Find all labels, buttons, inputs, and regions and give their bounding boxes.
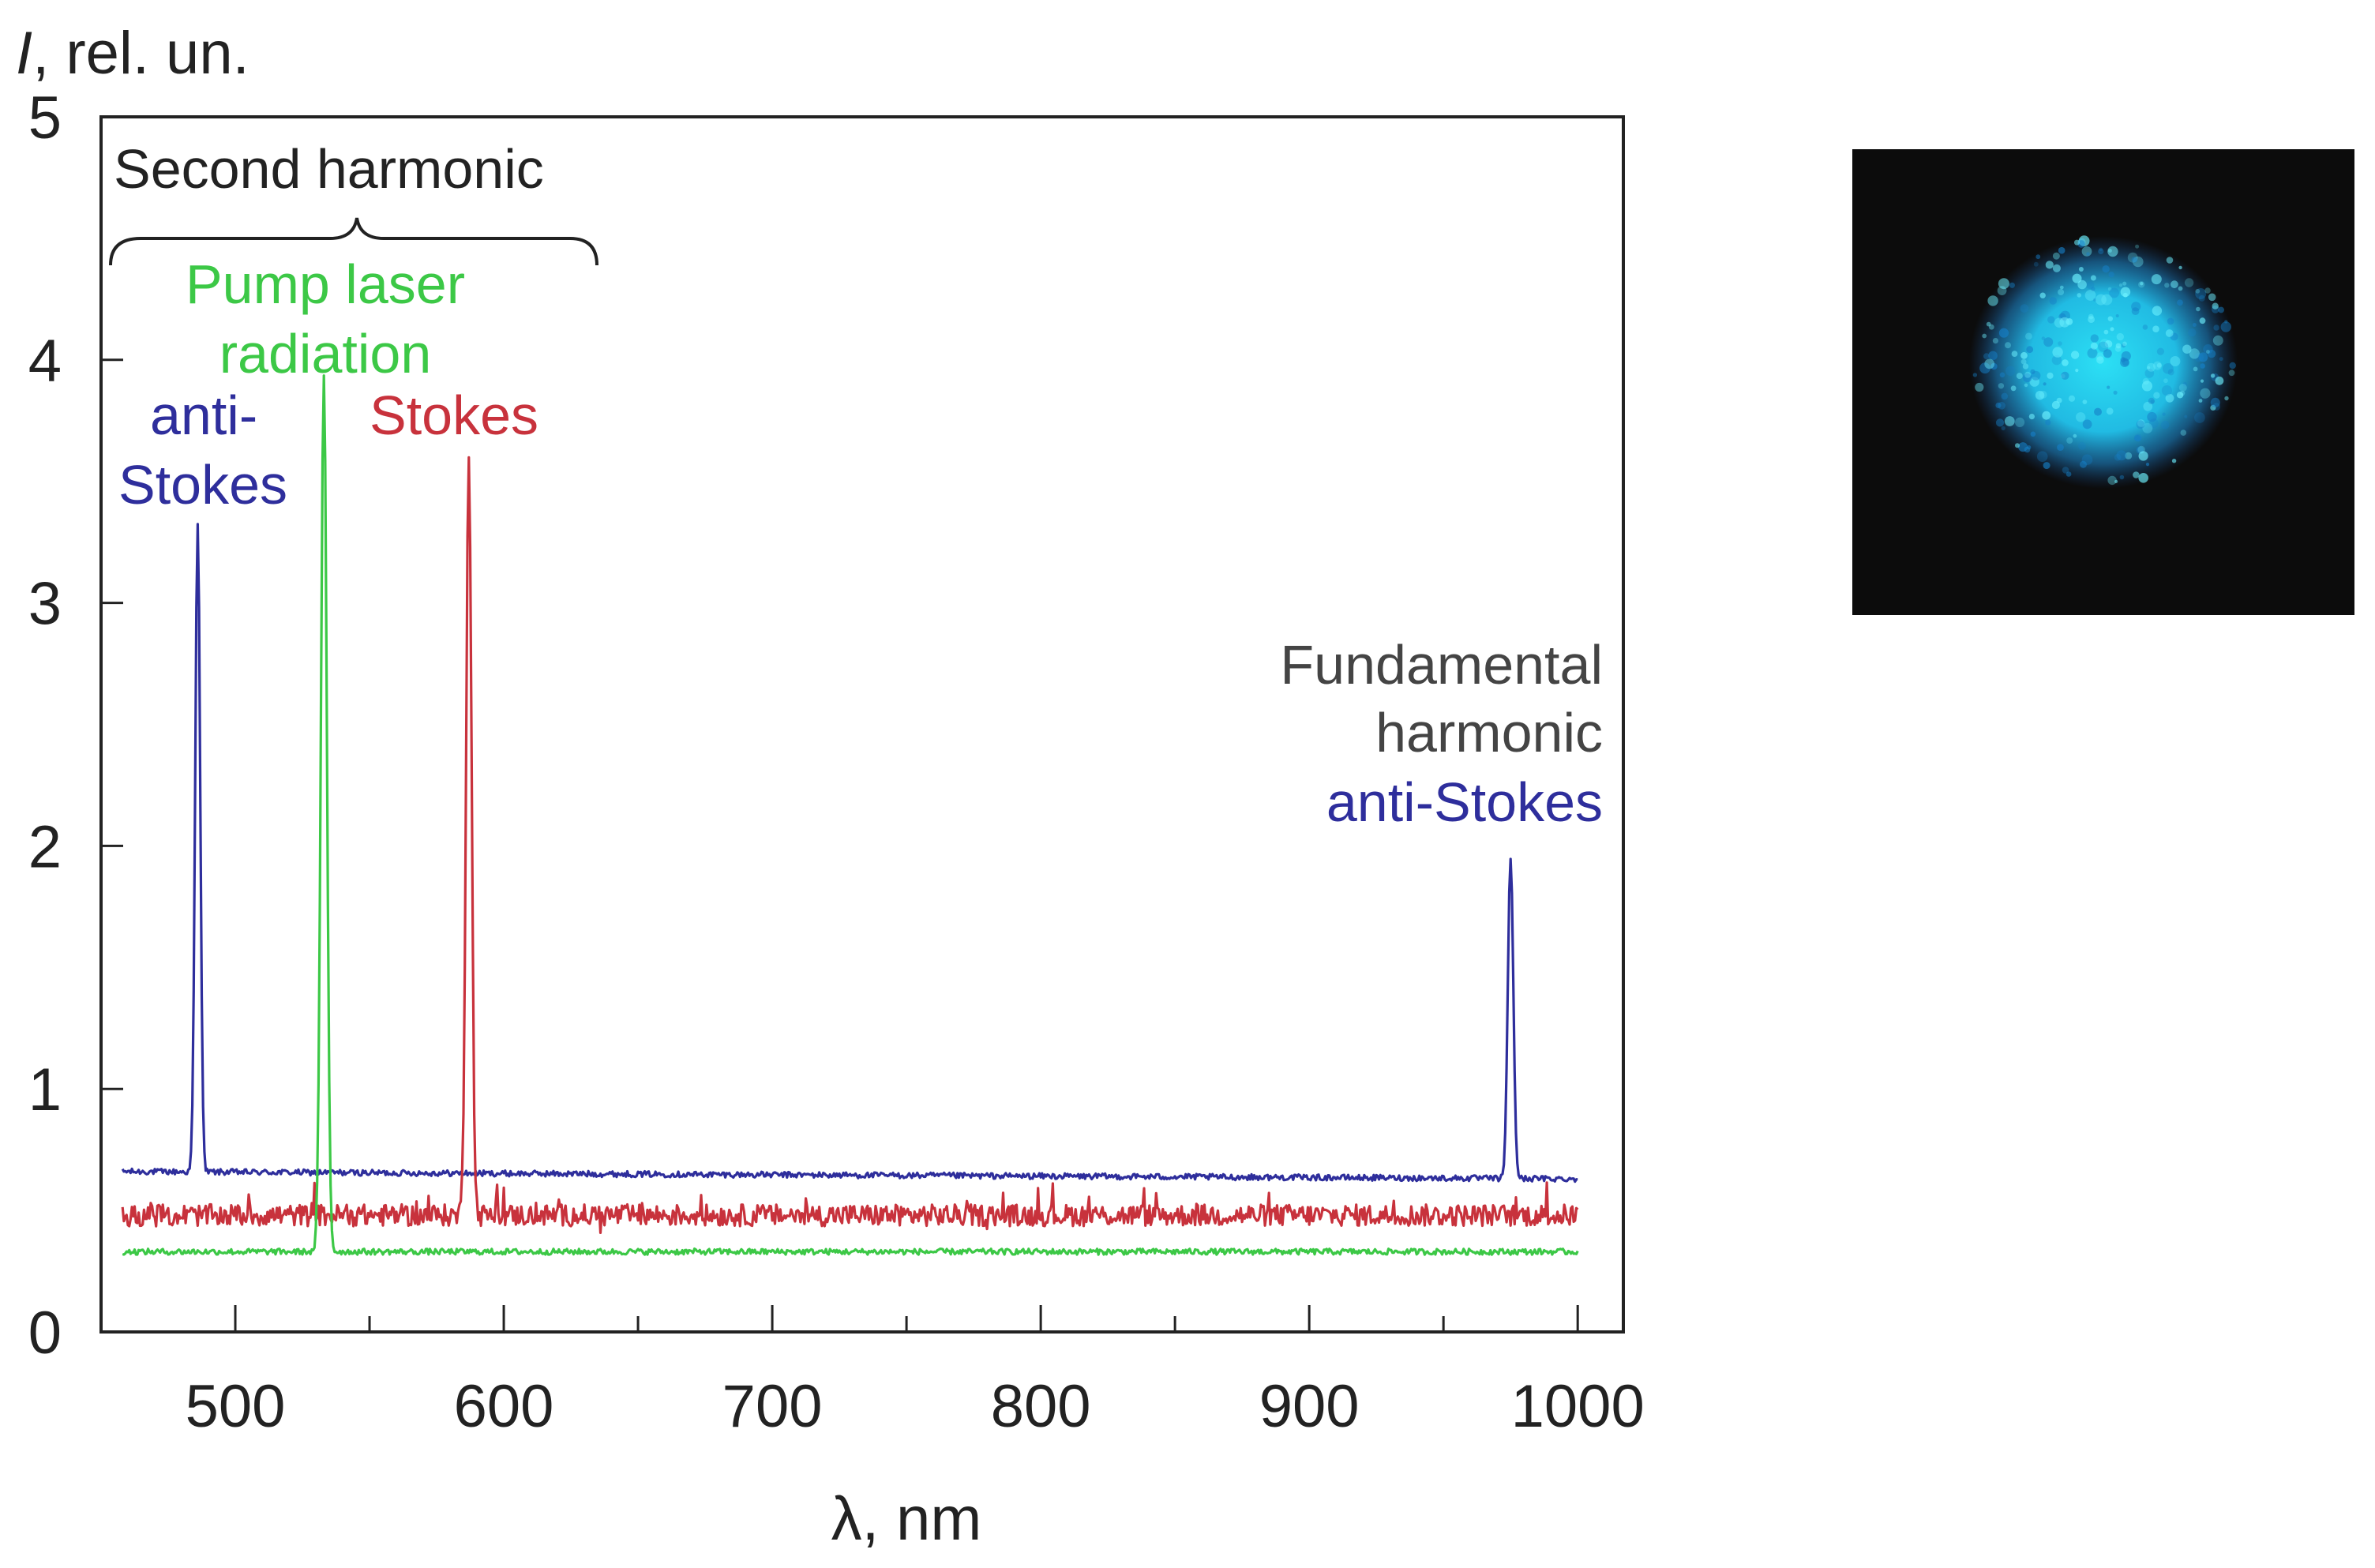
annotation-antistokes-line2: Stokes bbox=[118, 454, 287, 516]
y-tick-label: 5 bbox=[28, 84, 62, 152]
axis-ticks bbox=[101, 115, 1579, 1334]
y-tick-label: 0 bbox=[28, 1300, 62, 1367]
y-tick-label: 3 bbox=[28, 571, 62, 638]
x-tick-label: 500 bbox=[186, 1373, 286, 1440]
y-axis-label: I, rel. un. bbox=[16, 20, 250, 87]
annotation-fundamental-line3: anti-Stokes bbox=[1326, 771, 1603, 833]
x-axis-label: λ, nm bbox=[831, 1484, 982, 1553]
y-tick-label: 4 bbox=[28, 328, 62, 395]
x-tick-label: 1000 bbox=[1511, 1373, 1645, 1440]
annotation-pump-line1: Pump laser bbox=[186, 253, 465, 315]
annotation-fundamental-line2: harmonic bbox=[1375, 702, 1603, 763]
x-tick-label: 600 bbox=[454, 1373, 554, 1440]
y-axis-label-rest: , rel. un. bbox=[32, 20, 250, 87]
plot-frame bbox=[99, 115, 1625, 1334]
annotation-stokes: Stokes bbox=[370, 384, 538, 446]
y-axis-label-italic: I bbox=[16, 20, 32, 87]
annotation-antistokes-line1: anti- bbox=[150, 384, 257, 446]
spectrum-series bbox=[121, 374, 1579, 1256]
second-harmonic-brace bbox=[109, 217, 598, 266]
beam-spot bbox=[1969, 236, 2238, 489]
series-line-blue bbox=[121, 523, 1578, 1184]
annotation-second-harmonic: Second harmonic bbox=[114, 138, 544, 200]
x-tick-label: 900 bbox=[1259, 1373, 1360, 1440]
series-line-red bbox=[121, 456, 1579, 1235]
annotation-pump-line2: radiation bbox=[219, 323, 432, 384]
y-tick-label: 2 bbox=[28, 813, 62, 880]
axis-tick-labels: 500 600 700 800 900 1000 0 1 2 3 4 5 bbox=[28, 84, 1645, 1440]
series-line-green bbox=[122, 374, 1579, 1256]
y-tick-label: 1 bbox=[28, 1056, 62, 1123]
beam-spot-photo bbox=[1852, 149, 2354, 615]
x-tick-label: 700 bbox=[722, 1373, 823, 1440]
x-tick-label: 800 bbox=[991, 1373, 1091, 1440]
annotation-fundamental-line1: Fundamental bbox=[1280, 634, 1603, 696]
